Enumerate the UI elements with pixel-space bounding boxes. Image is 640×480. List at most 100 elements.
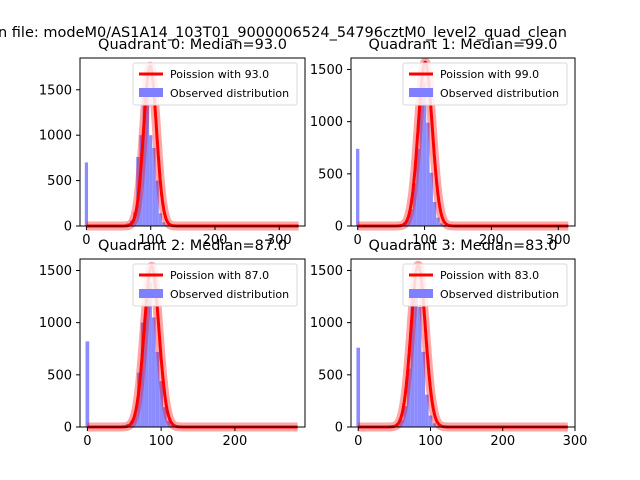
histogram-bar: [417, 307, 422, 427]
y-tick-label: 0: [335, 421, 343, 436]
x-tick-label: 100: [149, 434, 174, 449]
histogram-bar: [399, 419, 404, 427]
axes-frame: [79, 258, 306, 428]
histogram-bar: [161, 222, 166, 226]
axes-frame: [350, 57, 576, 227]
panel-2: 0 100 200 0 500 1000 1500 Poission with 87.0 Obs…: [39, 238, 306, 449]
histogram-bar: [414, 296, 418, 427]
histogram-bar: [407, 368, 411, 427]
y-tick-label: 0: [335, 220, 343, 235]
legend-fit-label: Poission with 93.0: [170, 68, 269, 81]
histogram-bar: [428, 415, 433, 427]
y-tick-label: 1500: [39, 264, 72, 279]
x-tick-label: 300: [267, 233, 292, 248]
x-tick-label: 300: [546, 233, 571, 248]
x-tick-label: 200: [490, 434, 515, 449]
x-tick-label: 200: [223, 434, 248, 449]
panel-3: 0 100 200 300 0 500 1000 1500 Poission with 83.0…: [310, 238, 588, 449]
y-tick-label: 1000: [39, 316, 72, 331]
histogram-bar-zero: [356, 347, 361, 427]
panel-title: Quadrant 0: Median=93.0: [98, 37, 287, 53]
histogram-bar: [416, 148, 420, 226]
histogram-bar: [403, 406, 407, 427]
x-tick-label: 0: [354, 434, 362, 449]
histogram-bars: [85, 283, 178, 427]
legend-hist-swatch: [139, 289, 163, 298]
histogram-bar: [421, 351, 426, 427]
histogram-bar: [142, 89, 146, 226]
histogram-bar-zero: [85, 341, 90, 427]
histogram-bar-zero: [356, 148, 360, 226]
legend-box: [402, 62, 568, 106]
x-tick-label: 300: [563, 434, 588, 449]
histogram-bar: [409, 209, 413, 226]
histogram-bar: [410, 291, 415, 427]
legend-hist-swatch: [409, 88, 433, 97]
histogram-bar: [140, 322, 145, 427]
y-tick-label: 500: [47, 368, 72, 383]
legend-box: [132, 62, 298, 106]
histogram-bar: [155, 180, 159, 226]
y-tick-label: 1000: [39, 129, 72, 144]
legend-hist-swatch: [139, 88, 163, 97]
x-tick-label: 0: [82, 233, 90, 248]
histogram-bar: [152, 147, 156, 226]
legend-fit-label: Poission with 99.0: [440, 68, 539, 81]
legend: Poission with 93.0 Observed distribution: [132, 62, 298, 106]
legend-hist-label: Observed distribution: [440, 288, 559, 301]
legend-hist-swatch: [409, 289, 433, 298]
x-tick-label: 200: [479, 233, 504, 248]
x-tick-label: 100: [138, 233, 163, 248]
x-tick-label: 100: [412, 233, 437, 248]
histogram-bar: [133, 413, 138, 427]
panel-title: Quadrant 2: Median=87.0: [98, 238, 287, 254]
panel-title: Quadrant 1: Median=99.0: [369, 37, 558, 53]
axes-frame: [350, 258, 576, 428]
histogram-bar: [149, 135, 153, 226]
histogram-bar: [159, 381, 163, 427]
histogram-bar: [166, 420, 171, 427]
histogram-bar: [426, 122, 430, 226]
histogram-bar: [435, 425, 440, 427]
panel-title: Quadrant 3: Median=83.0: [369, 238, 558, 254]
y-tick-label: 500: [318, 167, 343, 182]
legend-fit-label: Poission with 87.0: [170, 269, 269, 282]
legend-hist-label: Observed distribution: [170, 87, 289, 100]
y-tick-label: 0: [64, 220, 72, 235]
axes-frame: [79, 57, 306, 227]
x-tick-label: 0: [83, 434, 91, 449]
histogram-bar-zero: [84, 162, 89, 226]
histogram-bar: [144, 296, 149, 427]
histogram-bar: [406, 219, 410, 226]
y-tick-label: 1500: [310, 264, 343, 279]
panel-1: 0 100 200 300 0 500 1000 1500 Poission with 99.0…: [310, 37, 576, 248]
histogram-bar: [170, 424, 175, 427]
histogram-bar: [425, 394, 429, 427]
histogram-bars: [356, 82, 447, 226]
legend: Poission with 87.0 Observed distribution: [132, 263, 298, 307]
y-tick-label: 0: [64, 421, 72, 436]
histogram-bar: [419, 98, 423, 226]
x-tick-label: 0: [354, 233, 362, 248]
y-tick-label: 500: [47, 174, 72, 189]
y-tick-label: 1500: [39, 83, 72, 98]
panel-0: 0 100 200 300 0 500 1000 1500 Poission with 93.0…: [39, 37, 306, 248]
histogram-bar: [151, 317, 156, 427]
histogram-bar: [155, 351, 160, 427]
histogram-bar: [422, 82, 427, 226]
legend: Poission with 83.0 Observed distribution: [402, 263, 568, 307]
histogram-bar: [162, 407, 167, 427]
histogram-bar: [148, 283, 152, 427]
y-tick-label: 1000: [310, 115, 343, 130]
histogram-bar: [158, 213, 162, 226]
histogram-bar: [439, 223, 443, 226]
figure-suptitle: n file: modeM0/AS1A14_103T01_9000006524_…: [0, 25, 567, 41]
histogram-bar: [145, 84, 150, 226]
legend-fit-label: Poission with 83.0: [440, 269, 539, 282]
y-tick-label: 1000: [310, 316, 343, 331]
histogram-bar: [429, 172, 433, 226]
legend-hist-label: Observed distribution: [440, 87, 559, 100]
histogram-bar: [436, 217, 440, 226]
